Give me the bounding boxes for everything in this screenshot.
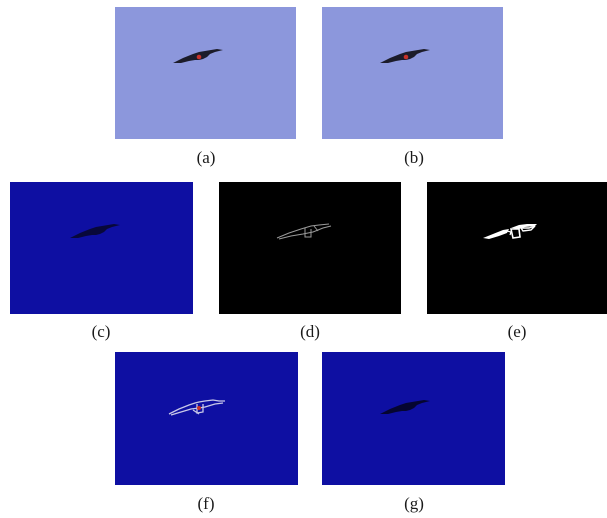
caption-b: (b) — [404, 148, 424, 167]
panel-c-image — [10, 182, 193, 314]
bird-photo-b — [380, 49, 430, 63]
edge-map-e — [483, 224, 537, 239]
edge-overlay-f — [168, 399, 225, 416]
panel-f-image — [115, 352, 298, 485]
caption-d: (d) — [300, 322, 320, 341]
bird-b-red-spot — [403, 54, 409, 60]
bird-edges-f — [168, 399, 225, 416]
caption-e: (e) — [507, 322, 527, 341]
bird-photo-a — [173, 49, 223, 63]
caption-c: (c) — [91, 322, 111, 341]
bird-blue-c — [70, 224, 120, 238]
panel-g-image — [322, 352, 505, 485]
panel-a-image — [115, 7, 296, 139]
edge-map-d — [276, 223, 332, 240]
panel-d-image — [219, 182, 401, 314]
bird-g — [380, 400, 430, 414]
caption-g: (g) — [404, 494, 424, 513]
bird-mask-e — [483, 224, 537, 239]
bird-a-red-spot — [196, 54, 202, 60]
panel-b-image — [322, 7, 503, 139]
bird-f-red-spot — [197, 406, 201, 410]
caption-a: (a) — [196, 148, 216, 167]
caption-f: (f) — [197, 494, 215, 513]
bird-blue-g — [380, 400, 430, 414]
bird-c — [70, 224, 120, 238]
panel-e-image — [427, 182, 607, 314]
bird-edges-d — [276, 223, 332, 240]
